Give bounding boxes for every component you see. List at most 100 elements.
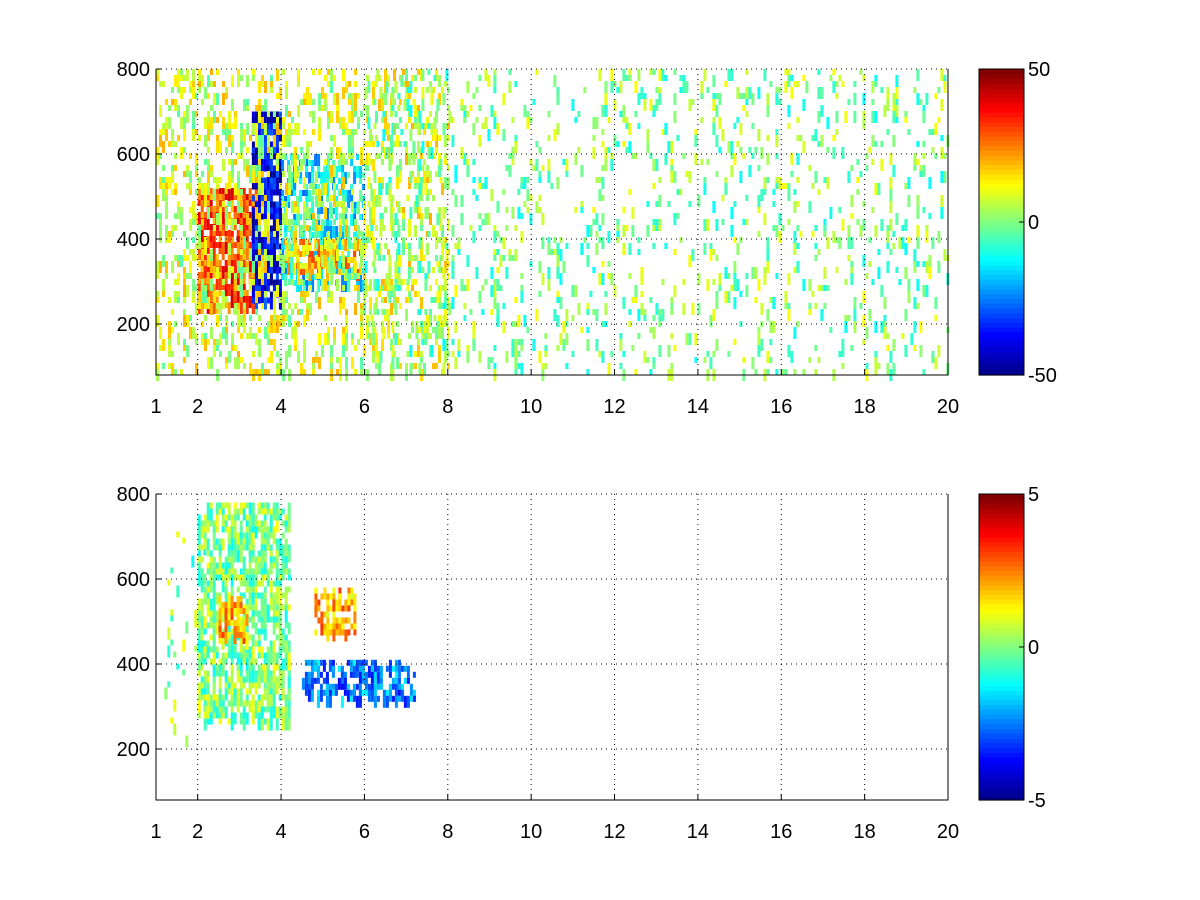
- heatmap-cell: [370, 671, 374, 684]
- heatmap-cell: [598, 351, 602, 357]
- heatmap-cell: [227, 592, 231, 599]
- heatmap-cell: [255, 135, 258, 147]
- heatmap-cell: [282, 255, 285, 261]
- heatmap-cell: [300, 225, 303, 237]
- heatmap-cell: [276, 159, 279, 165]
- heatmap-cell: [748, 87, 752, 99]
- y-tick-label: 600: [117, 569, 150, 591]
- heatmap-cell: [874, 321, 878, 333]
- heatmap-cell: [324, 183, 327, 195]
- heatmap-cell: [559, 333, 563, 345]
- heatmap-cell: [430, 297, 434, 303]
- heatmap-cell: [248, 526, 252, 533]
- heatmap-cell: [230, 596, 234, 608]
- heatmap-cell: [385, 81, 389, 93]
- x-tick-label: 20: [937, 396, 959, 418]
- heatmap-cell: [619, 111, 623, 117]
- colorbar-segment: [979, 73, 1024, 80]
- heatmap-cell: [318, 225, 321, 231]
- heatmap-cell: [481, 123, 485, 129]
- heatmap-cell: [159, 105, 162, 117]
- colorbar-segment: [979, 546, 1024, 552]
- heatmap-cell: [173, 651, 177, 658]
- heatmap-cell: [248, 598, 252, 611]
- heatmap-cell: [381, 147, 384, 153]
- colorbar-segment: [979, 92, 1024, 99]
- heatmap-cell: [224, 602, 228, 608]
- heatmap-cell: [769, 81, 773, 87]
- heatmap-cell: [218, 278, 222, 290]
- heatmap-cell: [763, 69, 767, 81]
- heatmap-cell: [219, 315, 222, 321]
- heatmap-cell: [254, 676, 258, 683]
- heatmap-cell: [350, 593, 354, 600]
- heatmap-cell: [224, 670, 228, 677]
- heatmap-cell: [165, 189, 168, 195]
- heatmap-cell: [239, 502, 243, 515]
- heatmap-cell: [219, 351, 222, 357]
- heatmap-cell: [303, 285, 306, 291]
- heatmap-cell: [230, 712, 234, 719]
- heatmap-cell: [248, 670, 252, 677]
- heatmap-cell: [667, 345, 671, 357]
- heatmap-cell: [673, 213, 677, 225]
- heatmap-cell: [375, 297, 378, 309]
- heatmap-cell: [631, 225, 635, 237]
- heatmap-cell: [408, 219, 411, 231]
- heatmap-cell: [335, 202, 339, 214]
- y-tick-label: 600: [117, 144, 150, 166]
- heatmap-cell: [916, 159, 920, 165]
- heatmap-cell: [406, 285, 410, 291]
- heatmap-cell: [248, 574, 252, 581]
- heatmap-cell: [356, 154, 360, 160]
- axes-frame: [155, 494, 949, 801]
- heatmap-cell: [260, 532, 264, 539]
- heatmap-cell: [829, 207, 833, 219]
- heatmap-cell: [263, 285, 267, 292]
- heatmap-cell: [514, 81, 518, 87]
- heatmap-cell: [396, 135, 399, 147]
- heatmap-cell: [604, 81, 608, 93]
- heatmap-cell: [772, 321, 776, 333]
- heatmap-cell: [348, 99, 351, 105]
- heatmap-cell: [221, 508, 225, 515]
- heatmap-cell: [367, 321, 371, 327]
- heatmap-cell: [287, 238, 291, 244]
- heatmap-cell: [200, 544, 204, 551]
- heatmap-cell: [228, 243, 231, 255]
- heatmap-cell: [201, 219, 204, 225]
- heatmap-cell: [216, 141, 219, 153]
- heatmap-cell: [438, 297, 441, 303]
- heatmap-cell: [472, 231, 476, 243]
- heatmap-cell: [239, 712, 243, 725]
- heatmap-cell: [183, 171, 186, 177]
- heatmap-cell: [408, 261, 411, 267]
- heatmap-cell: [189, 219, 192, 231]
- heatmap-cell: [607, 147, 611, 153]
- heatmap-cell: [447, 165, 450, 171]
- heatmap-cell: [727, 351, 731, 357]
- heatmap-cell: [400, 665, 404, 672]
- colorbar-segment: [979, 135, 1024, 142]
- heatmap-cell: [218, 574, 222, 581]
- colorbar-segment: [979, 83, 1024, 89]
- heatmap-cell: [203, 646, 207, 653]
- heatmap-cell: [841, 363, 845, 369]
- heatmap-cell: [321, 183, 324, 195]
- heatmap-cell: [272, 189, 276, 196]
- heatmap-cell: [444, 261, 447, 273]
- heatmap-cell: [877, 189, 881, 195]
- heatmap-cell: [535, 141, 539, 147]
- heatmap-cell: [263, 604, 267, 617]
- colorbar-segment: [979, 709, 1024, 715]
- heatmap-cell: [263, 297, 267, 310]
- heatmap-cell: [844, 321, 848, 333]
- heatmap-cell: [348, 273, 351, 279]
- heatmap-cell: [206, 520, 210, 533]
- heatmap-cell: [363, 345, 366, 357]
- heatmap-cell: [239, 532, 243, 539]
- heatmap-cell: [200, 212, 204, 218]
- heatmap-cell: [197, 682, 201, 689]
- heatmap-cell: [287, 550, 291, 563]
- heatmap-cell: [342, 195, 345, 201]
